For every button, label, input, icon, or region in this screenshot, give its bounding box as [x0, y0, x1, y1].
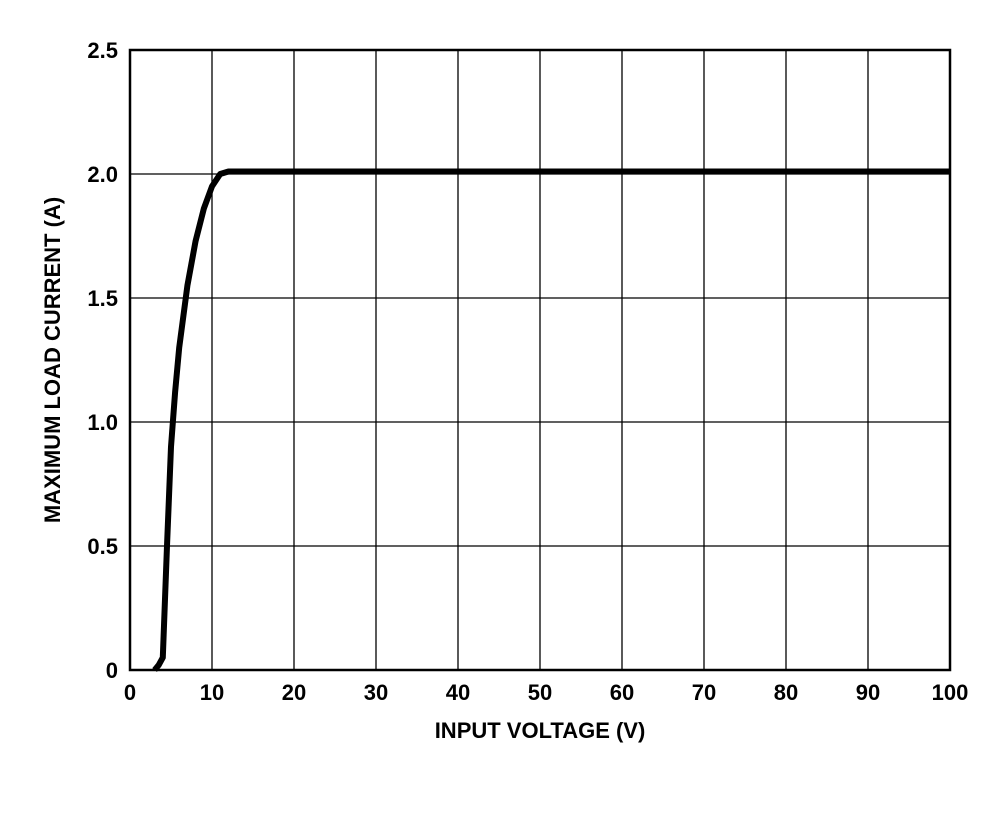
x-axis-label: INPUT VOLTAGE (V)	[435, 718, 646, 743]
chart-svg: 0 10 20 30 40 50 60 70 80 90 100 0 0.5 1.0 1.5 2.0 2.5 IN…	[20, 20, 989, 770]
x-tick-label: 10	[200, 680, 224, 705]
x-tick-label: 20	[282, 680, 306, 705]
y-tick-label: 2.0	[87, 162, 118, 187]
y-tick-label: 0.5	[87, 534, 118, 559]
x-tick-label: 70	[692, 680, 716, 705]
y-tick-label: 1.0	[87, 410, 118, 435]
x-tick-label: 0	[124, 680, 136, 705]
x-tick-label: 90	[856, 680, 880, 705]
y-tick-label: 2.5	[87, 38, 118, 63]
y-tick-label: 1.5	[87, 286, 118, 311]
x-tick-label: 100	[932, 680, 969, 705]
x-tick-label: 40	[446, 680, 470, 705]
x-tick-label: 30	[364, 680, 388, 705]
x-tick-label: 50	[528, 680, 552, 705]
x-tick-label: 80	[774, 680, 798, 705]
x-tick-label: 60	[610, 680, 634, 705]
figure-container: 0 10 20 30 40 50 60 70 80 90 100 0 0.5 1.0 1.5 2.0 2.5 IN…	[20, 20, 989, 770]
y-axis-label: MAXIMUM LOAD CURRENT (A)	[40, 197, 65, 523]
y-tick-label: 0	[106, 658, 118, 683]
